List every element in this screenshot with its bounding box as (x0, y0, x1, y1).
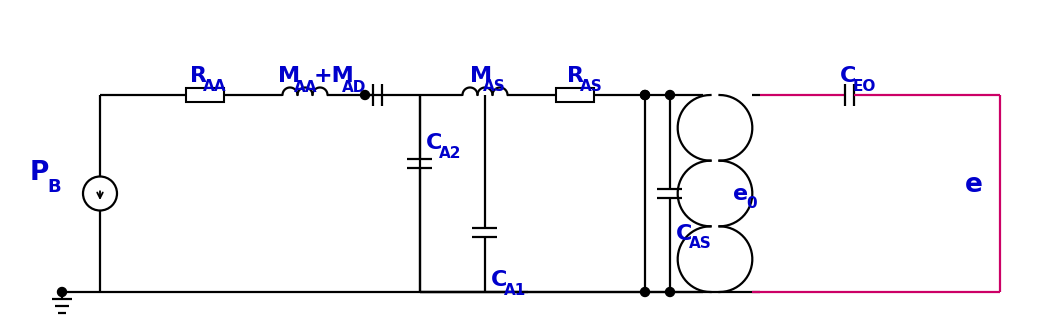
Circle shape (666, 287, 675, 296)
Text: +M: +M (314, 66, 355, 86)
Circle shape (641, 287, 650, 296)
Text: e: e (965, 173, 983, 199)
Text: C: C (491, 270, 508, 290)
Text: P: P (30, 159, 49, 185)
Circle shape (57, 287, 67, 296)
Text: R: R (190, 66, 207, 86)
Text: AA: AA (294, 80, 317, 95)
Circle shape (361, 90, 369, 100)
Text: R: R (567, 66, 584, 86)
Text: AD: AD (342, 80, 366, 95)
Text: AS: AS (688, 237, 711, 251)
Bar (186, 88, 224, 102)
Text: B: B (47, 179, 60, 196)
Text: C: C (840, 66, 856, 86)
Text: AS: AS (483, 79, 505, 94)
Text: A1: A1 (504, 283, 526, 298)
Circle shape (641, 90, 650, 100)
Text: AA: AA (203, 79, 227, 94)
Text: M: M (278, 66, 301, 86)
Text: EO: EO (853, 79, 877, 94)
Circle shape (641, 90, 650, 100)
Circle shape (666, 90, 675, 100)
Bar (556, 88, 594, 102)
Text: C: C (676, 223, 693, 244)
Text: 0: 0 (746, 196, 757, 212)
Text: M: M (470, 66, 492, 86)
Text: A2: A2 (439, 146, 462, 161)
Text: e: e (733, 183, 748, 204)
Text: AS: AS (580, 79, 603, 94)
Text: C: C (426, 133, 442, 153)
